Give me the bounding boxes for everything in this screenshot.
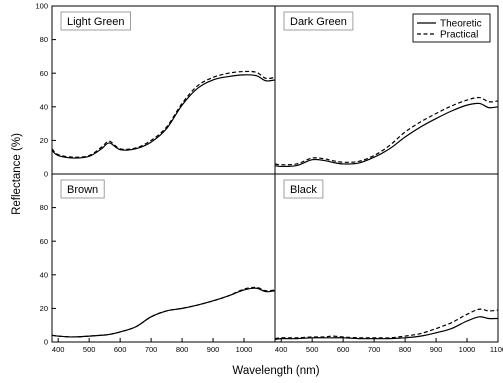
series-line-theoretic bbox=[51, 74, 276, 159]
y-tick-label: 20 bbox=[40, 304, 48, 313]
x-tick-label: 700 bbox=[145, 345, 158, 354]
y-tick-label: 80 bbox=[40, 35, 48, 44]
x-tick-label: 700 bbox=[368, 345, 381, 354]
series-line-practical bbox=[274, 308, 499, 340]
panel-black: 400 500 600 700 800 900 1000 1100 Black bbox=[274, 179, 503, 354]
series-line-practical bbox=[274, 96, 499, 166]
x-tick-label: 900 bbox=[207, 345, 220, 354]
x-tick-label: 1100 bbox=[490, 345, 503, 354]
legend-box bbox=[412, 13, 491, 43]
x-tick-label: 500 bbox=[83, 345, 96, 354]
y-tick-label: 80 bbox=[40, 203, 48, 212]
panel-dark-green: Dark Green bbox=[274, 11, 499, 168]
x-tick-label: 400 bbox=[52, 345, 65, 354]
y-tick-label: 40 bbox=[40, 102, 48, 111]
y-tick-label: 20 bbox=[40, 136, 48, 145]
panel-label-box bbox=[60, 11, 131, 31]
panel-brown: 0 20 40 60 80 400 500 600 700 800 900 1000 Brown bbox=[40, 173, 276, 354]
y-tick-label: 40 bbox=[40, 270, 48, 279]
series-line-theoretic bbox=[274, 102, 499, 168]
panel-label: Light Green bbox=[67, 16, 124, 28]
y-tick-label: 60 bbox=[40, 69, 48, 78]
chart-root: 0 20 40 60 80 100 Light Green Dark Green 0 20 40 60… bbox=[35, 2, 503, 354]
series-line-practical bbox=[51, 286, 276, 338]
y-tick-label: 60 bbox=[40, 237, 48, 246]
y-tick-label: 100 bbox=[35, 2, 48, 11]
x-tick-label: 500 bbox=[306, 345, 319, 354]
y-axis-title: Reflectance (%) bbox=[11, 133, 23, 215]
x-tick-label: 800 bbox=[176, 345, 189, 354]
panel-label-box bbox=[283, 11, 354, 31]
series-line-practical bbox=[51, 70, 276, 158]
panel-label-box bbox=[60, 179, 105, 199]
x-tick-label: 900 bbox=[430, 345, 443, 354]
legend-label-theoretic: Theoretic bbox=[440, 19, 482, 30]
x-tick-label: 1000 bbox=[459, 345, 476, 354]
x-tick-label: 600 bbox=[114, 345, 127, 354]
x-tick-label: 600 bbox=[337, 345, 350, 354]
x-tick-label: 400 bbox=[275, 345, 288, 354]
panel-label: Dark Green bbox=[290, 16, 347, 28]
legend-label-practical: Practical bbox=[440, 30, 478, 41]
series-line-theoretic bbox=[51, 287, 276, 338]
x-axis-title: Wavelength (nm) bbox=[232, 365, 319, 377]
y-tick-label: 0 bbox=[44, 338, 48, 347]
panel-label: Brown bbox=[67, 184, 98, 196]
panel-light-green: 0 20 40 60 80 100 Light Green bbox=[35, 2, 276, 179]
panel-label: Black bbox=[290, 184, 317, 196]
x-tick-label: 800 bbox=[399, 345, 412, 354]
series-line-theoretic bbox=[274, 316, 499, 341]
y-tick-label: 0 bbox=[44, 170, 48, 179]
panel-label-box bbox=[283, 179, 324, 199]
x-tick-label: 1000 bbox=[236, 345, 253, 354]
